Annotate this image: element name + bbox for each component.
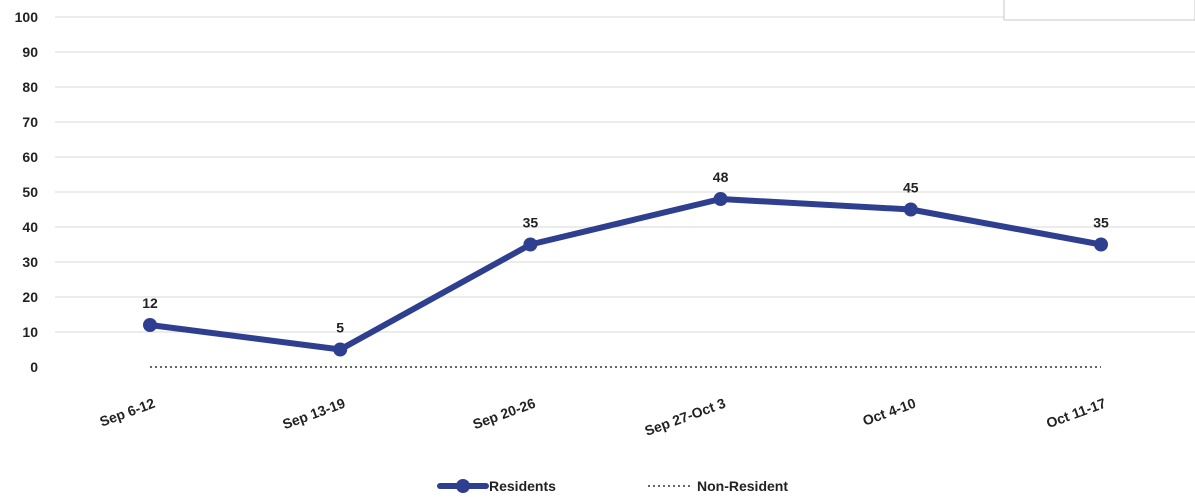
residents-point <box>143 318 157 332</box>
y-tick-label: 50 <box>22 184 38 200</box>
series-line-residents <box>147 196 1104 353</box>
legend-label-non-resident: Non-Resident <box>697 478 788 494</box>
x-tick-label: Sep 6-12 <box>97 395 157 430</box>
y-tick-label: 20 <box>22 289 38 305</box>
residents-point <box>713 192 728 206</box>
x-tick-label: Sep 20-26 <box>471 395 538 432</box>
x-tick-label: Oct 4-10 <box>860 395 918 429</box>
y-tick-label: 60 <box>22 149 38 165</box>
y-tick-label: 0 <box>30 359 38 375</box>
y-tick-label: 30 <box>22 254 38 270</box>
y-tick-label: 10 <box>22 324 38 340</box>
y-tick-label: 70 <box>22 114 38 130</box>
legend-marker-residents <box>456 479 470 493</box>
data-label: 35 <box>523 215 539 231</box>
data-label: 35 <box>1093 215 1109 231</box>
data-label: 12 <box>142 295 158 311</box>
x-tick-label: Sep 13-19 <box>280 395 347 432</box>
legend-label-residents: Residents <box>489 478 556 494</box>
gridlines <box>55 16 1195 333</box>
residents-point <box>333 342 348 357</box>
x-tick-label: Sep 27-Oct 3 <box>642 395 727 439</box>
series-group <box>143 192 1108 368</box>
y-tick-label: 100 <box>15 9 39 25</box>
x-tick-label: Oct 11-17 <box>1044 395 1108 431</box>
y-tick-label: 40 <box>22 219 38 235</box>
data-label: 48 <box>713 169 729 185</box>
legend: Residents Non-Resident <box>437 478 788 494</box>
data-labels: 12 5 35 48 45 35 <box>142 169 1109 336</box>
data-label: 45 <box>903 180 919 196</box>
legend-box-fragment <box>1003 0 1195 21</box>
residents-point <box>523 237 538 252</box>
y-tick-label: 80 <box>22 79 38 95</box>
residents-point <box>1094 237 1108 252</box>
y-tick-label: 90 <box>22 44 38 60</box>
residents-point <box>903 202 918 217</box>
data-label: 5 <box>336 320 344 336</box>
x-axis-tick-labels: Sep 6-12 Sep 13-19 Sep 20-26 Sep 27-Oct 3 Oc… <box>97 395 1108 439</box>
y-axis-tick-labels: 0 10 20 30 40 50 60 70 80 90 100 <box>15 9 39 375</box>
